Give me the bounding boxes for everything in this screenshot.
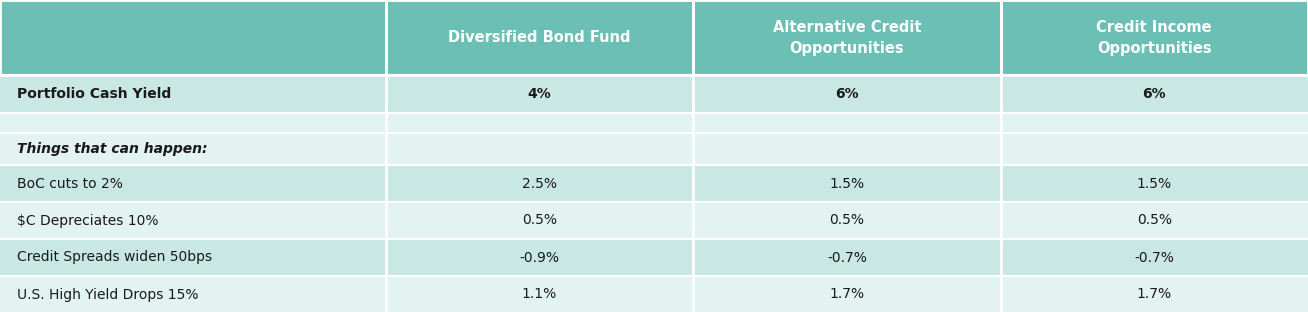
Bar — [0, 202, 1308, 239]
Text: Diversified Bond Fund: Diversified Bond Fund — [449, 30, 630, 45]
Text: 1.5%: 1.5% — [1137, 177, 1172, 191]
Bar — [693, 0, 1001, 75]
Text: -0.7%: -0.7% — [1134, 251, 1175, 265]
Bar — [0, 75, 1308, 113]
Bar — [1001, 0, 1308, 75]
Text: Things that can happen:: Things that can happen: — [17, 142, 208, 156]
Bar — [386, 0, 693, 75]
Bar — [0, 113, 1308, 133]
Text: -0.9%: -0.9% — [519, 251, 560, 265]
Text: Alternative Credit
Opportunities: Alternative Credit Opportunities — [773, 19, 921, 56]
Text: BoC cuts to 2%: BoC cuts to 2% — [17, 177, 123, 191]
Text: Credit Income
Opportunities: Credit Income Opportunities — [1096, 19, 1213, 56]
Text: 1.5%: 1.5% — [829, 177, 865, 191]
Bar — [0, 165, 1308, 202]
Text: Portfolio Cash Yield: Portfolio Cash Yield — [17, 87, 171, 101]
Text: 1.7%: 1.7% — [829, 287, 865, 301]
Bar — [0, 276, 1308, 312]
Text: 2.5%: 2.5% — [522, 177, 557, 191]
Text: U.S. High Yield Drops 15%: U.S. High Yield Drops 15% — [17, 287, 199, 301]
Text: Credit Spreads widen 50bps: Credit Spreads widen 50bps — [17, 251, 212, 265]
Text: 0.5%: 0.5% — [1137, 213, 1172, 227]
Text: 0.5%: 0.5% — [829, 213, 865, 227]
Bar — [0, 0, 386, 75]
Bar — [0, 239, 1308, 276]
Text: -0.7%: -0.7% — [827, 251, 867, 265]
Bar — [0, 133, 1308, 165]
Text: $C Depreciates 10%: $C Depreciates 10% — [17, 213, 158, 227]
Text: 1.1%: 1.1% — [522, 287, 557, 301]
Text: 6%: 6% — [1142, 87, 1167, 101]
Text: 0.5%: 0.5% — [522, 213, 557, 227]
Text: 4%: 4% — [527, 87, 552, 101]
Text: 1.7%: 1.7% — [1137, 287, 1172, 301]
Text: 6%: 6% — [835, 87, 859, 101]
